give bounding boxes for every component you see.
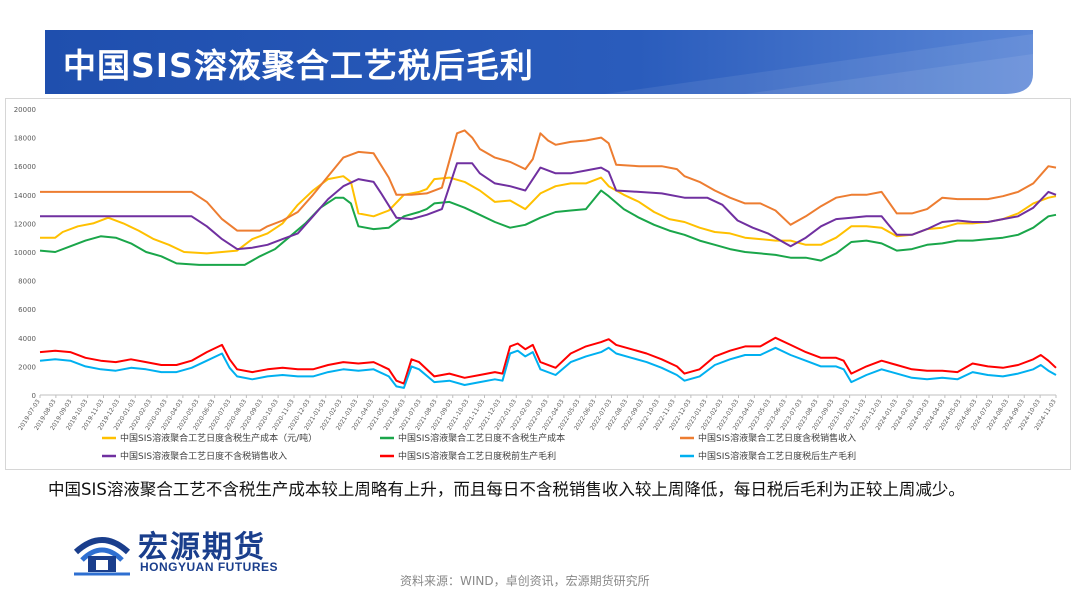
series-line-5 [39, 336, 1057, 385]
legend-label: 中国SIS溶液聚合工艺日度不含税生产成本 [398, 432, 565, 444]
title-banner: 中国SIS溶液聚合工艺税后毛利 [45, 30, 1033, 94]
legend-label: 中国SIS溶液聚合工艺日度不含税销售收入 [120, 450, 287, 462]
x-axis: 2019-07-032019-08-032019-09-032019-10-03… [17, 394, 1058, 432]
y-tick-label: 2000 [18, 363, 36, 371]
series-line-3 [40, 129, 1057, 232]
y-tick-label: 18000 [14, 135, 36, 143]
y-tick-label: 16000 [14, 163, 36, 171]
legend-label: 中国SIS溶液聚合工艺日度含税销售收入 [698, 432, 856, 444]
y-tick-label: 6000 [18, 306, 36, 314]
series-line-4 [40, 162, 1057, 251]
y-tick-label: 4000 [18, 335, 36, 343]
logo-mark-icon [73, 537, 131, 576]
legend-label: 中国SIS溶液聚合工艺日度税前生产毛利 [398, 450, 556, 462]
y-tick-label: 14000 [14, 192, 36, 200]
logo-chinese-name: 宏源期货 [138, 530, 266, 565]
series-layer [39, 129, 1057, 389]
y-tick-label: 10000 [14, 249, 36, 257]
legend-label: 中国SIS溶液聚合工艺日度税后生产毛利 [698, 450, 856, 462]
company-logo: 宏源期货 HONGYUAN FUTURES [72, 522, 312, 578]
page-title: 中国SIS溶液聚合工艺税后毛利 [63, 46, 534, 85]
y-tick-label: 0 [32, 392, 36, 400]
line-chart: 0 2000 4000 6000 8000 10000 12000 14000 16000 180… [14, 106, 1058, 462]
logo-english-name: HONGYUAN FUTURES [140, 560, 279, 574]
legend: 中国SIS溶液聚合工艺日度含税生产成本（元/吨） 中国SIS溶液聚合工艺日度不含税… [102, 432, 856, 462]
series-line-6 [39, 346, 1057, 389]
chart-frame: 0 2000 4000 6000 8000 10000 12000 14000 16000 180… [5, 98, 1071, 470]
y-axis: 0 2000 4000 6000 8000 10000 12000 14000 16000 180… [14, 106, 36, 400]
series-line-1 [40, 175, 1057, 255]
banner-background [45, 30, 1033, 94]
source-note: 资料来源：WIND，卓创资讯，宏源期货研究所 [400, 574, 650, 588]
summary-text: 中国SIS溶液聚合工艺不含税生产成本较上周略有上升，而且每日不含税销售收入较上周… [48, 480, 965, 499]
series-line-2 [39, 189, 1057, 266]
y-tick-label: 8000 [18, 278, 36, 286]
legend-label: 中国SIS溶液聚合工艺日度含税生产成本（元/吨） [120, 432, 317, 444]
y-tick-label: 20000 [14, 106, 36, 114]
y-tick-label: 12000 [14, 220, 36, 228]
